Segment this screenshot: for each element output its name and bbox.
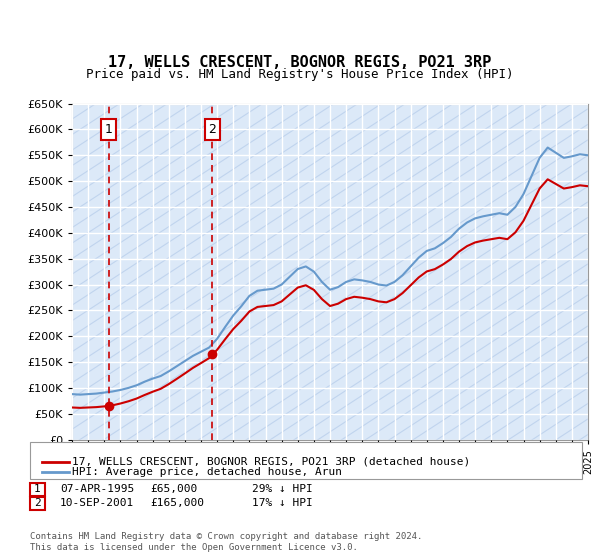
Text: 2: 2 xyxy=(209,123,217,136)
Text: 17% ↓ HPI: 17% ↓ HPI xyxy=(252,498,313,508)
Text: £165,000: £165,000 xyxy=(150,498,204,508)
Text: Contains HM Land Registry data © Crown copyright and database right 2024.
This d: Contains HM Land Registry data © Crown c… xyxy=(30,532,422,552)
Text: 10-SEP-2001: 10-SEP-2001 xyxy=(60,498,134,508)
Text: 07-APR-1995: 07-APR-1995 xyxy=(60,484,134,494)
Text: 17, WELLS CRESCENT, BOGNOR REGIS, PO21 3RP: 17, WELLS CRESCENT, BOGNOR REGIS, PO21 3… xyxy=(109,55,491,70)
Text: 1: 1 xyxy=(104,123,113,136)
Text: HPI: Average price, detached house, Arun: HPI: Average price, detached house, Arun xyxy=(72,466,342,477)
Text: 1: 1 xyxy=(34,484,41,494)
FancyBboxPatch shape xyxy=(72,104,588,440)
Text: 17, WELLS CRESCENT, BOGNOR REGIS, PO21 3RP (detached house): 17, WELLS CRESCENT, BOGNOR REGIS, PO21 3… xyxy=(72,457,470,467)
Text: Price paid vs. HM Land Registry's House Price Index (HPI): Price paid vs. HM Land Registry's House … xyxy=(86,68,514,81)
Text: £65,000: £65,000 xyxy=(150,484,197,494)
Text: 2: 2 xyxy=(34,498,41,508)
Text: 29% ↓ HPI: 29% ↓ HPI xyxy=(252,484,313,494)
